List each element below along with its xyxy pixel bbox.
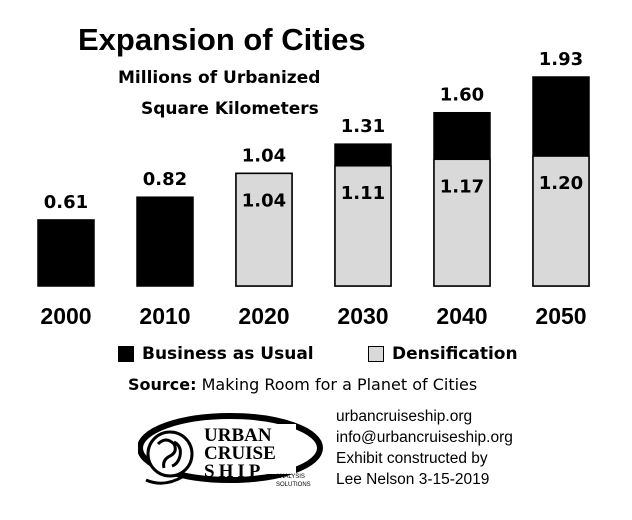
bar-chart: 0.61 2000 0.82 2010 1.04 1.04 2020 1.11 1.31 2030… bbox=[37, 49, 590, 329]
x-tick-label: 2020 bbox=[238, 303, 289, 329]
data-label-total: 1.60 bbox=[440, 85, 484, 106]
logo-tag-analysis: ANALYSIS bbox=[276, 474, 305, 480]
data-label-densification: 1.20 bbox=[539, 173, 583, 194]
chart-subtitle-line2: Square Kilometers bbox=[141, 99, 319, 119]
bar-densification bbox=[235, 172, 293, 287]
data-label-total: 0.82 bbox=[143, 169, 187, 190]
logo-text-cruise: CRUISE bbox=[204, 443, 276, 464]
bar-densification bbox=[532, 155, 590, 287]
source-line: Source: Making Room for a Planet of Citi… bbox=[128, 375, 477, 394]
x-tick-label: 2000 bbox=[40, 303, 91, 329]
urban-cruise-ship-logo: URBAN CRUISE SHIP ANALYSIS SOLUTIONS bbox=[138, 413, 323, 488]
logo-tag-solutions: SOLUTIONS bbox=[276, 482, 311, 488]
legend-label: Densification bbox=[392, 344, 518, 364]
legend-item-densification: Densification bbox=[368, 344, 518, 364]
bar-densification bbox=[433, 158, 491, 287]
credit-line-author: Lee Nelson 3-15-2019 bbox=[336, 471, 490, 488]
legend-item-business-as-usual: Business as Usual bbox=[118, 344, 314, 364]
logo-text-urban: URBAN bbox=[204, 425, 272, 446]
legend-label: Business as Usual bbox=[142, 344, 314, 364]
data-label-total: 1.31 bbox=[341, 116, 385, 137]
credit-line: Exhibit constructed by bbox=[336, 450, 488, 467]
legend-swatch-black bbox=[118, 346, 134, 362]
bar-densification bbox=[334, 165, 392, 287]
data-label-densification: 1.04 bbox=[242, 190, 286, 211]
website-link[interactable]: urbancruiseship.org bbox=[336, 408, 473, 425]
x-tick-label: 2050 bbox=[535, 303, 586, 329]
source-label: Source: bbox=[128, 375, 197, 394]
source-text: Making Room for a Planet of Cities bbox=[201, 375, 478, 394]
chart-subtitle-line1: Millions of Urbanized bbox=[118, 68, 321, 88]
legend-swatch-gray bbox=[368, 346, 384, 362]
email-link[interactable]: info@urbancruiseship.org bbox=[336, 429, 513, 446]
chart-title: Expansion of Cities bbox=[78, 22, 366, 57]
x-tick-label: 2040 bbox=[436, 303, 487, 329]
contact-block: urbancruiseship.org info@urbancruiseship… bbox=[336, 406, 513, 490]
data-label-total: 0.61 bbox=[44, 192, 88, 213]
x-tick-label: 2030 bbox=[337, 303, 388, 329]
data-label-total: 1.04 bbox=[242, 145, 286, 166]
bar-business-as-usual bbox=[136, 196, 194, 287]
logo-text-ship: SHIP bbox=[204, 461, 264, 482]
data-label-densification: 1.17 bbox=[440, 176, 484, 197]
x-tick-label: 2010 bbox=[139, 303, 190, 329]
data-label-total: 1.93 bbox=[539, 49, 583, 70]
data-label-densification: 1.11 bbox=[341, 183, 385, 204]
bar-business-as-usual bbox=[37, 219, 95, 287]
